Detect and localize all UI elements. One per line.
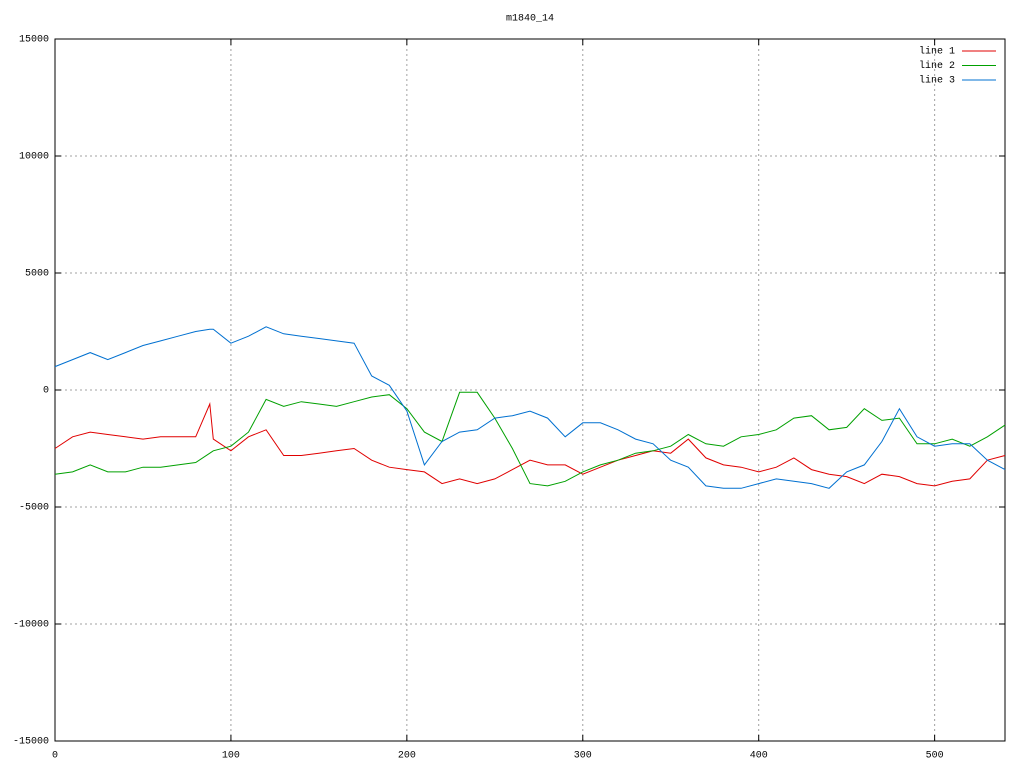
x-tick-label: 0 (52, 751, 58, 762)
x-tick-label: 100 (222, 751, 240, 762)
legend-label: line 1 (919, 46, 955, 58)
x-tick-label: 400 (750, 751, 768, 762)
chart-title: m1840_14 (506, 14, 554, 25)
y-tick-label: -15000 (13, 737, 49, 748)
y-tick-label: 15000 (19, 35, 49, 46)
x-tick-label: 500 (926, 751, 944, 762)
series-line (54, 391, 1006, 487)
x-tick-label: 300 (574, 751, 592, 762)
y-tick-label: 0 (43, 386, 49, 397)
y-tick-label: 10000 (19, 152, 49, 163)
series-line (54, 326, 1006, 489)
y-tick-label: 5000 (25, 269, 49, 280)
y-tick-label: -5000 (19, 503, 49, 514)
legend-label: line 2 (919, 60, 955, 72)
legend-label: line 3 (919, 75, 955, 87)
series-line (54, 402, 1006, 487)
y-tick-label: -10000 (13, 620, 49, 631)
x-tick-label: 200 (398, 751, 416, 762)
plot-frame (54, 38, 1006, 742)
